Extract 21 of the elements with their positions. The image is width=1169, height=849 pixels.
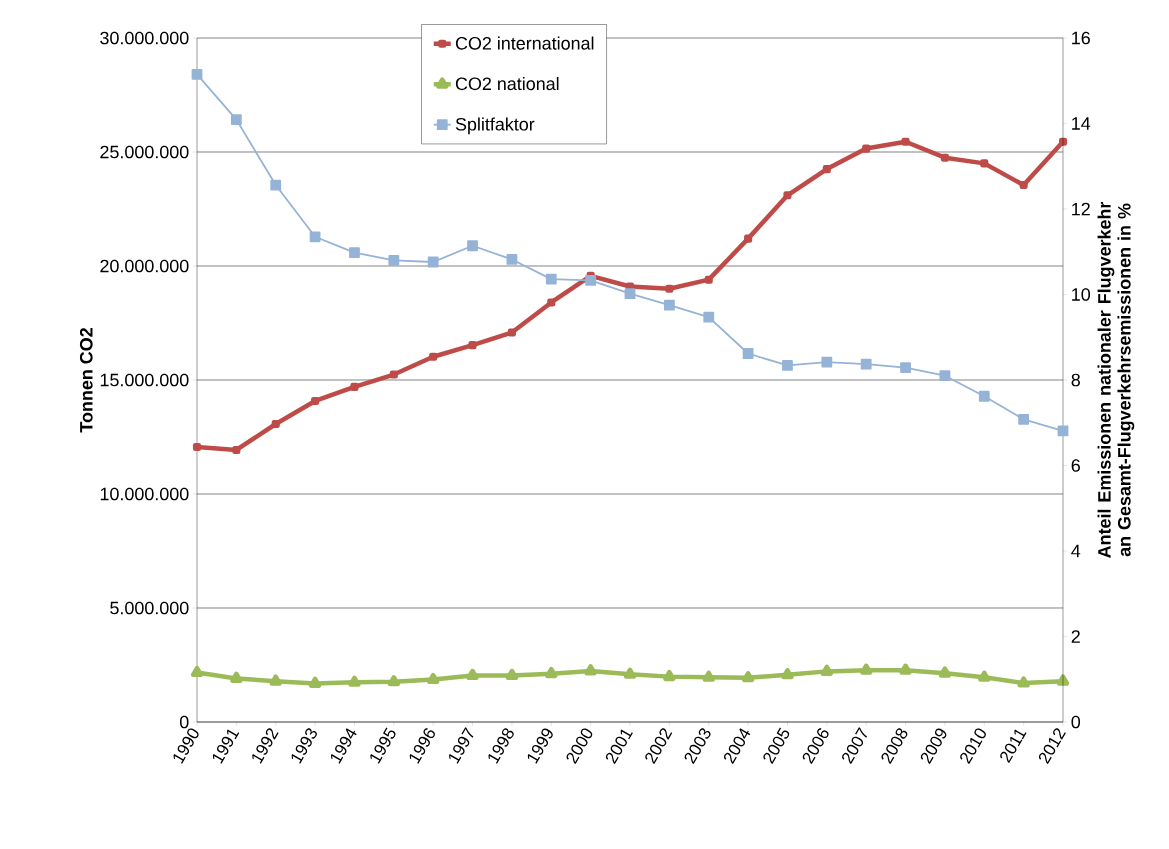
y2-tick-label: 2 bbox=[1071, 630, 1080, 643]
y2-tick-label: 16 bbox=[1072, 31, 1090, 45]
y2-tick-label: 6 bbox=[1071, 459, 1080, 472]
y-tick-label: 20.000.000 bbox=[100, 259, 189, 273]
y2-tick-label: 12 bbox=[1072, 202, 1090, 216]
y2-tick-label: 8 bbox=[1071, 373, 1080, 387]
y-tick-label: 25.000.000 bbox=[100, 145, 189, 159]
legend-label: Splitfaktor bbox=[455, 117, 535, 135]
y-tick-label: 0 bbox=[179, 715, 189, 729]
legend-label: CO2 international bbox=[455, 36, 594, 50]
y-tick-label: 30.000.000 bbox=[100, 31, 189, 45]
y2-tick-label: 10 bbox=[1072, 288, 1091, 301]
y-tick-label: 15.000.000 bbox=[100, 373, 189, 387]
y2-tick-label: 14 bbox=[1072, 117, 1091, 130]
legend-label: CO2 national bbox=[455, 76, 559, 91]
y-tick-label: 10.000.000 bbox=[100, 487, 189, 501]
y2-tick-label: 0 bbox=[1071, 715, 1081, 729]
y2-tick-label: 4 bbox=[1071, 544, 1081, 558]
y2-axis-title: Anteil Emissionen nationaler Flugverkehr an Gesamt-Flugverkehrsemissionen in % bbox=[1097, 201, 1135, 558]
y-tick-label: 5.000.000 bbox=[110, 601, 189, 615]
y-axis-title: Tonnen CO2 bbox=[79, 328, 93, 433]
